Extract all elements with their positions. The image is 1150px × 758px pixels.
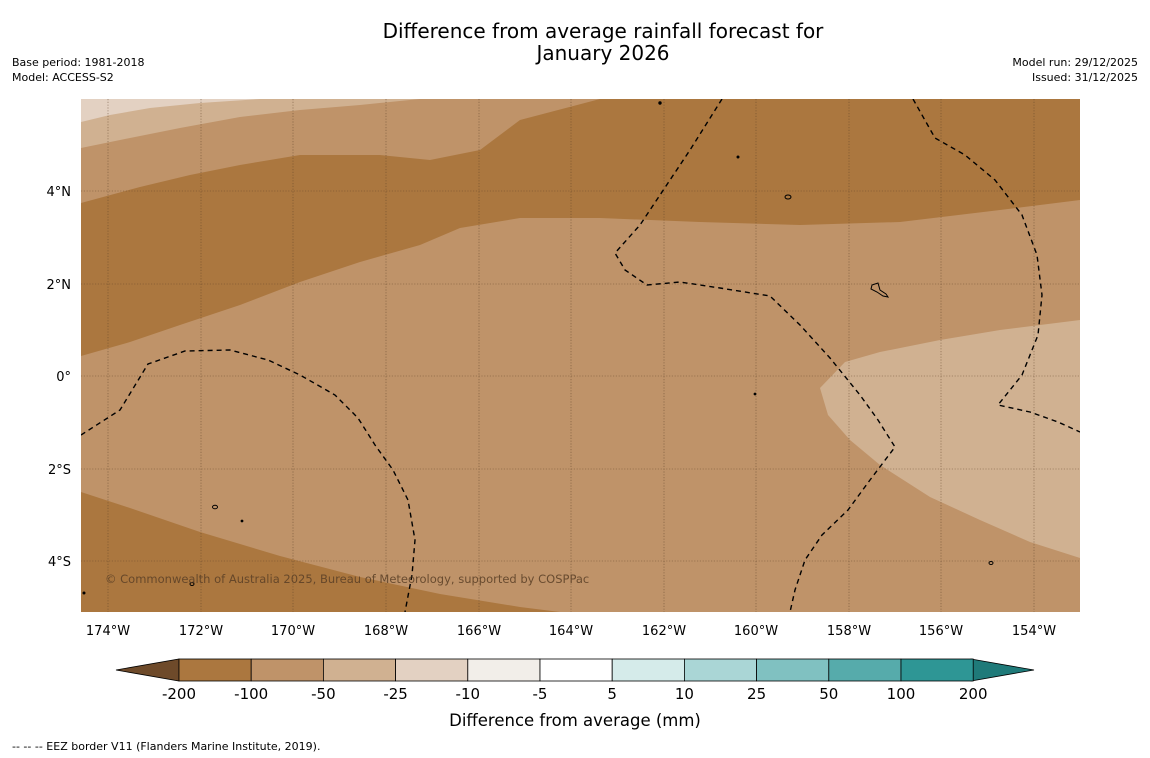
eez-borders xyxy=(81,99,1080,612)
model-run-text: Model run: 29/12/2025 xyxy=(1012,56,1138,69)
colorbar-tick-label: 5 xyxy=(607,685,617,703)
eez-border-tokelau xyxy=(81,349,416,612)
island-malden xyxy=(988,561,994,565)
island-tokelau-atoll xyxy=(212,504,218,510)
colorbar-segment xyxy=(178,658,252,682)
map-area: © Commonwealth of Australia 2025, Bureau… xyxy=(81,99,1080,612)
island-north-dot xyxy=(658,101,662,105)
field-minus-100-to-50-northwest xyxy=(81,99,800,203)
colorbar-segment xyxy=(756,658,830,682)
colorbar-tick-label: -100 xyxy=(234,685,268,703)
title-line-2: January 2026 xyxy=(536,41,670,65)
island-tokelau-south xyxy=(189,582,195,586)
colorbar-segment xyxy=(828,658,902,682)
colorbar-segment xyxy=(322,658,396,682)
issued-text: Issued: 31/12/2025 xyxy=(1031,71,1138,84)
lon-label: 166°W xyxy=(457,624,501,639)
model-text: Model: ACCESS-S2 xyxy=(12,71,114,84)
lat-label: 4°N xyxy=(47,185,72,200)
lon-label: 158°W xyxy=(827,624,871,639)
colorbar-title: Difference from average (mm) xyxy=(449,711,701,730)
colorbar-tick-label: 25 xyxy=(747,685,766,703)
lat-label: 2°S xyxy=(48,463,71,478)
lat-label: 4°S xyxy=(48,555,71,570)
lon-label: 174°W xyxy=(86,624,130,639)
lon-label: 164°W xyxy=(549,624,593,639)
colorbar-segment xyxy=(250,658,324,682)
eez-border-line-islands xyxy=(912,99,1080,433)
copyright-watermark: © Commonwealth of Australia 2025, Bureau… xyxy=(105,572,589,586)
island-jarvis-dot xyxy=(736,155,740,159)
lat-label: 2°N xyxy=(47,278,72,293)
islands xyxy=(82,101,994,595)
lat-label: 0° xyxy=(56,370,71,385)
title-line-1: Difference from average rainfall forecas… xyxy=(382,19,824,43)
colorbar-segment xyxy=(467,658,541,682)
lon-label: 154°W xyxy=(1012,624,1056,639)
map-title: Difference from average rainfall forecas… xyxy=(250,20,956,64)
island-baker-howland xyxy=(784,194,792,200)
lon-label: 160°W xyxy=(734,624,778,639)
latitude-labels: 4°N 2°N 0° 2°S 4°S xyxy=(47,185,72,570)
colorbar-tick-label: -25 xyxy=(383,685,408,703)
field-minus-50-to-25-northwest xyxy=(81,99,420,148)
colorbar-segment xyxy=(611,658,685,682)
island-west-dot xyxy=(82,591,86,595)
colorbar: -200 -100 -50 -25 -10 -5 5 10 25 50 100 200 Differe… xyxy=(115,658,1035,730)
field-minus-50-to-25-east xyxy=(820,320,1080,558)
colorbar-tick-label: -5 xyxy=(533,685,548,703)
lon-label: 168°W xyxy=(364,624,408,639)
lon-label: 170°W xyxy=(271,624,315,639)
island-fakaofo-dot xyxy=(240,519,244,523)
meta-right: Model run: 29/12/2025 Issued: 31/12/2025 xyxy=(1012,55,1138,85)
island-equator-dot xyxy=(753,392,757,396)
colorbar-segment xyxy=(539,658,613,682)
graticule xyxy=(81,99,1080,612)
colorbar-tick-label: -200 xyxy=(162,685,196,703)
colorbar-extend-low xyxy=(115,658,180,682)
colorbar-segment xyxy=(395,658,469,682)
field-minus-200-to-100-north xyxy=(81,99,1080,356)
field-minus-200-to-100-southwest xyxy=(81,492,560,612)
colorbar-tick-label: 200 xyxy=(959,685,988,703)
lon-label: 172°W xyxy=(179,624,223,639)
base-period-text: Base period: 1981-2018 xyxy=(12,56,145,69)
colorbar-segment xyxy=(684,658,758,682)
colorbar-extend-high xyxy=(970,658,1035,682)
lon-label: 156°W xyxy=(919,624,963,639)
colorbar-tick-label: 100 xyxy=(887,685,916,703)
meta-left: Base period: 1981-2018 Model: ACCESS-S2 xyxy=(12,55,144,85)
colorbar-segment xyxy=(900,658,974,682)
lon-label: 162°W xyxy=(642,624,686,639)
colorbar-tick-label: 50 xyxy=(819,685,838,703)
island-kiritimati xyxy=(870,282,890,298)
eez-footnote: -- -- -- EEZ border V11 (Flanders Marine… xyxy=(12,740,321,753)
field-minus-25-to-10-northwest xyxy=(81,99,260,122)
eez-border-kiribati-phoenix xyxy=(614,99,896,612)
colorbar-tick-label: 10 xyxy=(675,685,694,703)
colorbar-tick-label: -10 xyxy=(456,685,481,703)
longitude-labels: 174°W 172°W 170°W 168°W 166°W 164°W 162°W 160°W… xyxy=(86,624,1056,639)
colorbar-tick-label: -50 xyxy=(311,685,336,703)
